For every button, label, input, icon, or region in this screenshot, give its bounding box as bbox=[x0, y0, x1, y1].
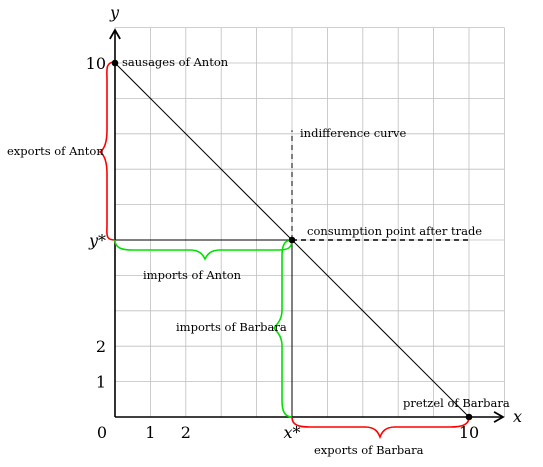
exports-anton-label: exports of Anton bbox=[7, 144, 104, 158]
indifference-curve-label: indifference curve bbox=[300, 126, 407, 140]
imports-barbara-label: imports of Barbara bbox=[176, 320, 287, 334]
y-tick-label: 10 bbox=[86, 54, 106, 73]
barbara-point-label: pretzel of Barbara bbox=[403, 396, 510, 410]
x-tick-label: 2 bbox=[181, 423, 191, 442]
x-tick-label: 1 bbox=[145, 423, 155, 442]
y-tick-label: 1 bbox=[96, 373, 106, 392]
anton-endowment-point bbox=[111, 59, 119, 67]
x-tick-label: 0 bbox=[97, 423, 107, 442]
y-axis-label: y bbox=[109, 3, 120, 22]
imports-anton-label: imports of Anton bbox=[143, 268, 242, 282]
anton-point-label: sausages of Anton bbox=[122, 55, 229, 69]
x-tick-labels: 0 1 2 x* 10 bbox=[97, 423, 479, 442]
y-tick-label: 2 bbox=[96, 337, 106, 356]
exports-barbara-brace bbox=[291, 416, 470, 440]
x-axis-label: x bbox=[513, 407, 522, 426]
y-tick-labels: 1 2 y* 10 bbox=[86, 54, 106, 392]
imports-barbara-brace bbox=[272, 239, 293, 418]
trade-point-label: consumption point after trade bbox=[307, 224, 482, 238]
barbara-endowment-point bbox=[465, 413, 473, 421]
x-tick-label: x* bbox=[283, 423, 300, 442]
exports-anton-brace bbox=[98, 61, 116, 241]
exports-barbara-label: exports of Barbara bbox=[314, 443, 424, 457]
y-tick-label: y* bbox=[88, 231, 106, 250]
trade-consumption-point bbox=[288, 236, 296, 244]
x-tick-label: 10 bbox=[459, 423, 479, 442]
grid bbox=[114, 27, 505, 418]
imports-anton-brace bbox=[114, 239, 293, 261]
